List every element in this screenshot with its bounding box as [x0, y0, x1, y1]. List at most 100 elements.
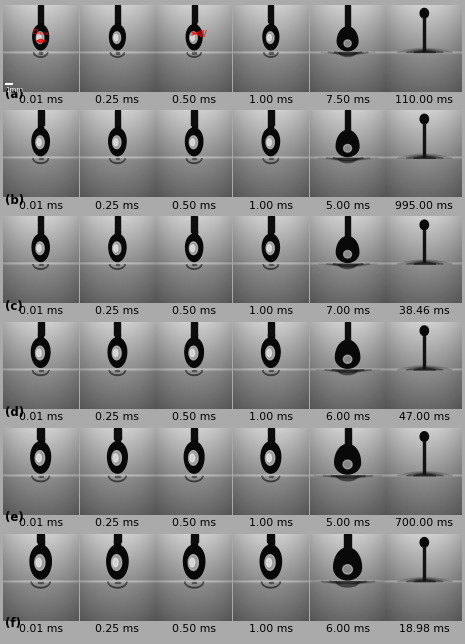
Polygon shape: [114, 110, 120, 126]
Polygon shape: [39, 582, 43, 583]
Polygon shape: [35, 451, 45, 465]
Text: (b): (b): [5, 194, 24, 207]
Text: 7.00 ms: 7.00 ms: [326, 307, 370, 316]
Polygon shape: [39, 476, 43, 477]
Polygon shape: [186, 476, 203, 482]
Polygon shape: [268, 541, 274, 545]
Polygon shape: [189, 346, 198, 360]
Text: 1.00 ms: 1.00 ms: [249, 518, 293, 528]
Polygon shape: [343, 355, 352, 363]
Text: 0.01 ms: 0.01 ms: [19, 518, 63, 528]
Polygon shape: [420, 114, 428, 124]
Polygon shape: [191, 428, 197, 439]
Polygon shape: [33, 370, 49, 375]
Polygon shape: [107, 442, 127, 473]
Polygon shape: [424, 441, 425, 474]
Polygon shape: [114, 438, 120, 442]
Polygon shape: [192, 476, 196, 477]
Polygon shape: [268, 334, 273, 338]
Polygon shape: [190, 454, 195, 462]
Polygon shape: [192, 582, 196, 583]
Polygon shape: [116, 52, 119, 53]
Polygon shape: [191, 110, 197, 126]
Polygon shape: [115, 158, 120, 160]
Polygon shape: [345, 110, 350, 131]
Polygon shape: [267, 534, 274, 542]
Polygon shape: [337, 27, 358, 51]
Polygon shape: [338, 370, 358, 375]
Polygon shape: [38, 5, 43, 23]
Polygon shape: [334, 548, 361, 580]
Polygon shape: [184, 545, 205, 579]
Text: 1mm: 1mm: [5, 88, 23, 93]
Polygon shape: [190, 349, 195, 357]
Polygon shape: [263, 370, 279, 375]
Polygon shape: [345, 5, 350, 28]
Polygon shape: [269, 264, 272, 265]
Polygon shape: [191, 322, 197, 335]
Polygon shape: [336, 236, 359, 262]
Polygon shape: [268, 5, 273, 23]
Polygon shape: [114, 541, 120, 545]
Polygon shape: [339, 52, 356, 57]
Polygon shape: [267, 349, 272, 357]
Polygon shape: [38, 541, 44, 545]
Polygon shape: [31, 442, 51, 473]
Polygon shape: [116, 264, 119, 265]
Polygon shape: [31, 582, 50, 588]
Polygon shape: [269, 370, 273, 371]
Text: 0.01 ms: 0.01 ms: [19, 307, 63, 316]
Text: (f): (f): [5, 618, 21, 630]
Text: 0.50 ms: 0.50 ms: [172, 307, 216, 316]
Text: 995.00 ms: 995.00 ms: [395, 200, 453, 211]
Polygon shape: [262, 476, 279, 482]
Text: 47.00 ms: 47.00 ms: [399, 412, 450, 422]
Polygon shape: [32, 128, 49, 156]
Polygon shape: [262, 128, 279, 156]
Polygon shape: [187, 52, 201, 57]
Polygon shape: [420, 326, 428, 336]
Polygon shape: [336, 131, 359, 156]
Polygon shape: [112, 346, 121, 360]
Polygon shape: [193, 52, 196, 53]
Polygon shape: [267, 454, 272, 462]
Polygon shape: [268, 216, 274, 232]
Polygon shape: [38, 438, 44, 442]
Text: $D_{max}$: $D_{max}$: [32, 28, 50, 39]
Polygon shape: [115, 476, 120, 477]
Polygon shape: [420, 220, 428, 230]
Polygon shape: [424, 18, 425, 51]
Text: 1.00 ms: 1.00 ms: [249, 624, 293, 634]
Polygon shape: [191, 216, 197, 232]
Polygon shape: [192, 5, 197, 23]
Text: 0.25 ms: 0.25 ms: [95, 200, 140, 211]
Polygon shape: [33, 264, 48, 269]
Polygon shape: [110, 158, 125, 164]
Text: 110.00 ms: 110.00 ms: [395, 95, 453, 105]
Polygon shape: [36, 32, 44, 43]
Polygon shape: [268, 428, 274, 439]
Polygon shape: [266, 136, 274, 149]
Polygon shape: [336, 582, 359, 587]
Polygon shape: [190, 32, 197, 43]
Polygon shape: [36, 136, 44, 149]
Polygon shape: [344, 40, 351, 47]
Polygon shape: [269, 52, 272, 53]
Polygon shape: [115, 22, 120, 24]
Text: 0.50 ms: 0.50 ms: [172, 200, 216, 211]
Text: 0.50 ms: 0.50 ms: [172, 412, 216, 422]
Polygon shape: [110, 24, 125, 50]
Polygon shape: [115, 370, 120, 371]
Polygon shape: [191, 438, 197, 442]
Polygon shape: [261, 582, 280, 588]
Polygon shape: [38, 124, 43, 128]
Polygon shape: [32, 234, 49, 261]
Polygon shape: [266, 451, 275, 465]
Polygon shape: [109, 370, 126, 375]
Polygon shape: [192, 370, 196, 371]
Polygon shape: [335, 444, 360, 474]
Polygon shape: [424, 547, 425, 580]
Polygon shape: [420, 431, 428, 441]
Polygon shape: [109, 476, 126, 482]
Polygon shape: [344, 534, 351, 549]
